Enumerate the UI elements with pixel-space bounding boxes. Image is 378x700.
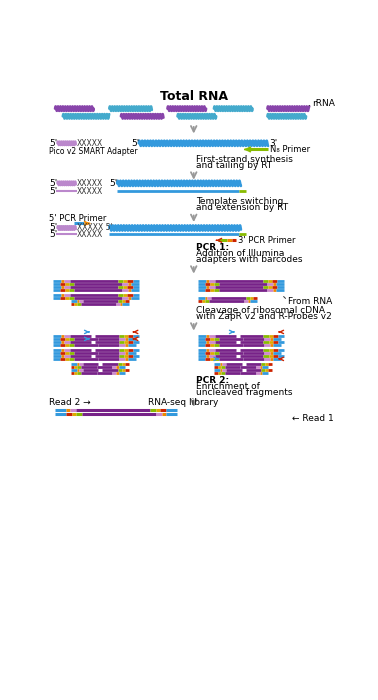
Text: 5': 5': [49, 139, 57, 148]
Text: rRNA: rRNA: [312, 99, 335, 108]
Text: Total RNA: Total RNA: [160, 90, 228, 103]
Text: 3': 3': [269, 139, 277, 148]
Text: 5': 5': [109, 178, 118, 188]
Text: XXXXX: XXXXX: [77, 186, 103, 195]
Text: 5' PCR Primer: 5' PCR Primer: [49, 214, 106, 223]
Text: PCR 2:: PCR 2:: [196, 376, 229, 385]
Text: Addition of Illumina: Addition of Illumina: [196, 249, 284, 258]
Text: Enrichment of: Enrichment of: [196, 382, 260, 391]
Text: 3' PCR Primer: 3' PCR Primer: [238, 236, 295, 245]
Text: 5': 5': [49, 178, 57, 188]
Text: Template switching: Template switching: [196, 197, 284, 206]
Text: XXXXX 5': XXXXX 5': [77, 223, 112, 232]
Text: From RNA: From RNA: [288, 297, 332, 306]
Text: and extension by RT: and extension by RT: [196, 204, 288, 213]
Text: N₈ Primer: N₈ Primer: [270, 145, 311, 154]
Text: and tailing by RT: and tailing by RT: [196, 161, 272, 170]
Text: Read 2 →: Read 2 →: [49, 398, 90, 407]
Text: adapters with barcodes: adapters with barcodes: [196, 255, 302, 264]
Text: 5': 5': [131, 139, 139, 148]
Text: XXXXX: XXXXX: [77, 178, 103, 188]
Text: RNA-seq library: RNA-seq library: [148, 398, 218, 407]
Text: Pico v2 SMART Adapter: Pico v2 SMART Adapter: [49, 147, 138, 156]
Text: 5': 5': [49, 230, 57, 239]
Text: XXXXX: XXXXX: [77, 139, 103, 148]
Text: 5': 5': [49, 186, 57, 195]
Text: 5': 5': [49, 223, 57, 232]
Text: XXXXX: XXXXX: [77, 230, 103, 239]
Text: with ZapR v2 and R-Probes v2: with ZapR v2 and R-Probes v2: [196, 312, 332, 321]
Text: First-strand synthesis: First-strand synthesis: [196, 155, 293, 164]
Text: ← Read 1: ← Read 1: [292, 414, 334, 423]
Text: uncleaved fragments: uncleaved fragments: [196, 389, 293, 398]
Text: PCR 1:: PCR 1:: [196, 243, 229, 252]
Text: Cleavage of ribosomal cDNA: Cleavage of ribosomal cDNA: [196, 306, 325, 315]
